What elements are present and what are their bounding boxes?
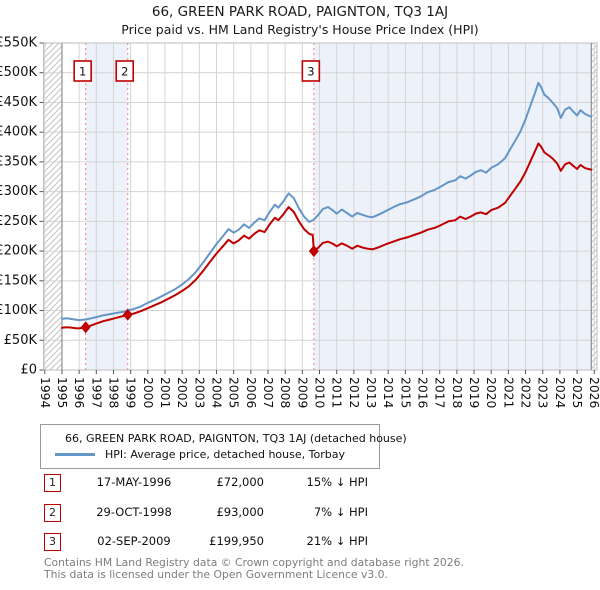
- x-tick-label: 2024: [553, 377, 567, 408]
- y-tick-label: £400K: [0, 125, 37, 140]
- x-tick-label: 2018: [450, 377, 464, 408]
- x-tick-label: 2008: [278, 377, 292, 408]
- transaction-row: 3 02-SEP-2009 £199,950 21% ↓ HPI: [0, 533, 600, 551]
- legend-label-property: 66, GREEN PARK ROAD, PAIGNTON, TQ3 1AJ (…: [65, 431, 407, 445]
- x-tick-label: 2004: [210, 377, 224, 408]
- x-tick-label: 2006: [244, 377, 258, 408]
- transaction-hpi-diff: 15% ↓ HPI: [306, 475, 368, 489]
- x-tick-label: 1999: [124, 377, 138, 408]
- y-tick-label: £250K: [0, 214, 37, 229]
- x-tick-label: 2011: [330, 377, 344, 408]
- x-tick-label: 2013: [364, 377, 378, 408]
- transaction-number-label: 1: [79, 65, 86, 79]
- page-title: 66, GREEN PARK ROAD, PAIGNTON, TQ3 1AJ: [151, 4, 449, 20]
- price-chart: 1 2 3 £0 £50K £100K £150K £200K £250K £300K £350K £…: [0, 36, 600, 409]
- transaction-diamond-marker: [122, 308, 133, 321]
- transaction-price: £72,000: [216, 475, 264, 489]
- x-tick-label: 1996: [72, 377, 86, 408]
- transaction-number-box: [115, 60, 135, 82]
- x-tick-label: 2014: [381, 377, 395, 408]
- y-tick-label: £150K: [0, 273, 37, 288]
- transaction-price: £199,950: [209, 534, 264, 548]
- legend-label-hpi: HPI: Average price, detached house, Torb…: [105, 447, 345, 461]
- x-tick-label: 2023: [536, 377, 550, 408]
- x-tick-label: 1994: [38, 377, 52, 408]
- y-tick-label: £450K: [0, 95, 37, 110]
- y-tick-label: £200K: [0, 244, 37, 259]
- legend-item-hpi: HPI: Average price, detached house, Torb…: [49, 446, 371, 462]
- transaction-hpi-diff: 7% ↓ HPI: [313, 505, 368, 519]
- x-tick-label: 2021: [501, 377, 515, 408]
- chart-subtitle: Price paid vs. HM Land Registry's House …: [121, 22, 479, 37]
- chart-legend: 66, GREEN PARK ROAD, PAIGNTON, TQ3 1AJ (…: [40, 424, 407, 469]
- transaction-number-box: [73, 60, 92, 82]
- transaction-number-label: 2: [121, 65, 128, 79]
- x-tick-label: 2002: [175, 377, 189, 408]
- hatch-region: [43, 43, 62, 370]
- transaction-date: 29-OCT-1998: [96, 505, 172, 519]
- hpi-line-swatch: [55, 452, 95, 456]
- footer-line-1: Contains HM Land Registry data © Crown c…: [44, 556, 464, 569]
- x-tick-label: 2016: [416, 377, 430, 408]
- transaction-number-badge: 3: [44, 533, 61, 551]
- transaction-hpi-diff: 21% ↓ HPI: [306, 534, 368, 548]
- x-tick-label: 1998: [106, 377, 120, 408]
- license-footer: Contains HM Land Registry data © Crown c…: [44, 557, 584, 581]
- x-tick-label: 2001: [158, 377, 172, 408]
- ownership-shade: [313, 43, 592, 370]
- x-tick-label: 2007: [261, 377, 275, 408]
- legend-item-property: 66, GREEN PARK ROAD, PAIGNTON, TQ3 1AJ (…: [49, 430, 407, 446]
- transaction-number-box: [301, 60, 321, 82]
- transaction-number-badge: 2: [44, 504, 61, 522]
- footer-line-2: This data is licensed under the Open Gov…: [44, 567, 388, 581]
- property-series-line: [61, 142, 593, 330]
- x-tick-label: 2019: [467, 377, 481, 408]
- y-tick-label: £550K: [0, 36, 37, 51]
- x-tick-label: 2005: [227, 377, 241, 408]
- hpi-series-line: [61, 81, 593, 322]
- x-tick-label: 2000: [141, 377, 155, 408]
- x-tick-label: 2015: [398, 377, 412, 408]
- transaction-number-label: 3: [307, 65, 314, 79]
- transaction-number-badge: 1: [44, 474, 61, 492]
- y-tick-label: £0: [20, 363, 37, 378]
- x-tick-label: 2012: [347, 377, 361, 408]
- y-tick-label: £50K: [4, 333, 38, 348]
- transaction-row: 2 29-OCT-1998 £93,000 7% ↓ HPI: [0, 504, 600, 522]
- y-tick-label: £500K: [0, 65, 37, 80]
- x-tick-label: 2025: [570, 377, 584, 408]
- transaction-price: £93,000: [216, 505, 264, 519]
- transaction-diamond-marker: [80, 321, 91, 334]
- x-tick-label: 2009: [295, 377, 309, 408]
- y-tick-label: £300K: [0, 184, 37, 199]
- transaction-diamond-marker: [308, 245, 319, 258]
- plot-border: [43, 42, 598, 371]
- x-tick-label: 2003: [192, 377, 206, 408]
- x-tick-label: 2026: [587, 377, 600, 408]
- x-tick-label: 2010: [313, 377, 327, 408]
- y-tick-label: £100K: [0, 303, 37, 318]
- transaction-date: 17-MAY-1996: [96, 475, 172, 489]
- y-tick-label: £350K: [0, 154, 37, 169]
- x-tick-label: 2017: [433, 377, 447, 408]
- x-tick-label: 2022: [519, 377, 533, 408]
- transaction-row: 1 17-MAY-1996 £72,000 15% ↓ HPI: [0, 474, 600, 492]
- x-tick-label: 2020: [484, 377, 498, 408]
- transaction-date: 02-SEP-2009: [97, 534, 171, 548]
- x-tick-label: 1995: [55, 377, 69, 408]
- x-tick-label: 1997: [89, 377, 103, 408]
